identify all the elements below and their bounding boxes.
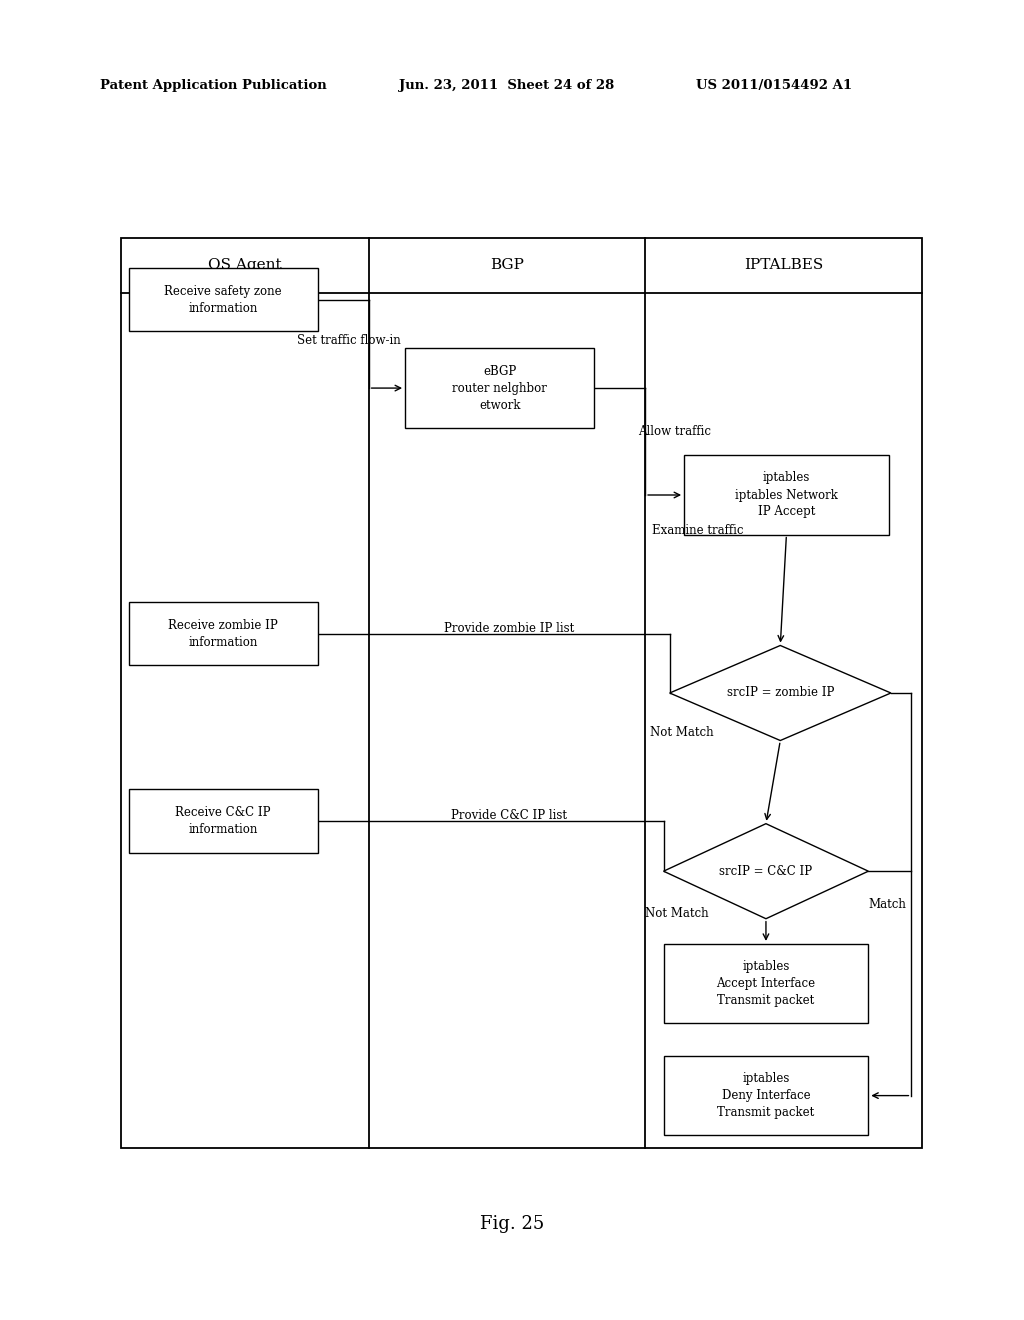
- Text: Patent Application Publication: Patent Application Publication: [100, 79, 327, 92]
- Text: Examine traffic: Examine traffic: [652, 524, 743, 537]
- Bar: [121, 238, 922, 1148]
- Text: Not Match: Not Match: [645, 907, 709, 920]
- Text: Allow traffic: Allow traffic: [638, 425, 711, 438]
- Text: Provide C&C IP list: Provide C&C IP list: [451, 809, 567, 822]
- Text: QS Agent: QS Agent: [208, 259, 282, 272]
- Text: BGP: BGP: [489, 259, 524, 272]
- Text: srcIP = C&C IP: srcIP = C&C IP: [720, 865, 812, 878]
- Polygon shape: [664, 824, 868, 919]
- Text: eBGP
router nelghbor
etwork: eBGP router nelghbor etwork: [453, 364, 547, 412]
- Text: Receive zombie IP
information: Receive zombie IP information: [168, 619, 279, 648]
- Bar: [664, 944, 868, 1023]
- Text: iptables
iptables Network
IP Accept: iptables iptables Network IP Accept: [735, 471, 838, 519]
- Text: IPTALBES: IPTALBES: [743, 259, 823, 272]
- Text: Not Match: Not Match: [650, 726, 714, 739]
- Text: Fig. 25: Fig. 25: [480, 1214, 544, 1233]
- Text: Receive C&C IP
information: Receive C&C IP information: [175, 807, 271, 836]
- Bar: [129, 268, 317, 331]
- Text: iptables
Deny Interface
Transmit packet: iptables Deny Interface Transmit packet: [718, 1072, 814, 1119]
- Text: Jun. 23, 2011  Sheet 24 of 28: Jun. 23, 2011 Sheet 24 of 28: [399, 79, 614, 92]
- Bar: [684, 455, 889, 535]
- Polygon shape: [670, 645, 891, 741]
- Text: Set traffic flow-in: Set traffic flow-in: [297, 334, 400, 347]
- Bar: [129, 602, 317, 665]
- Text: Receive safety zone
information: Receive safety zone information: [165, 285, 282, 314]
- Bar: [129, 789, 317, 853]
- Bar: [404, 348, 594, 428]
- Text: srcIP = zombie IP: srcIP = zombie IP: [727, 686, 834, 700]
- Text: US 2011/0154492 A1: US 2011/0154492 A1: [696, 79, 852, 92]
- Text: Provide zombie IP list: Provide zombie IP list: [443, 622, 574, 635]
- Text: iptables
Accept Interface
Transmit packet: iptables Accept Interface Transmit packe…: [717, 960, 815, 1007]
- Text: Match: Match: [868, 898, 906, 911]
- Bar: [664, 1056, 868, 1135]
